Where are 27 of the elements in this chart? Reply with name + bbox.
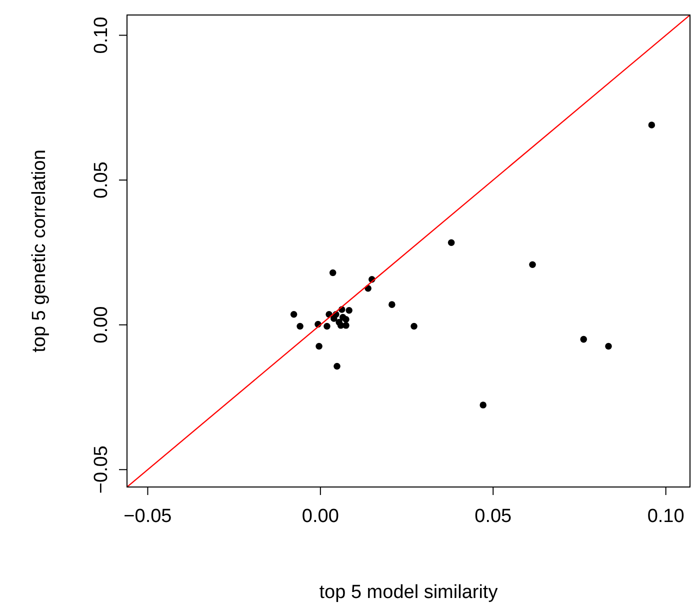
point bbox=[529, 261, 536, 268]
point bbox=[346, 306, 352, 314]
point bbox=[329, 269, 336, 276]
point bbox=[480, 402, 486, 408]
point bbox=[410, 322, 418, 330]
x-tick-label: 0.10 bbox=[647, 506, 684, 527]
point bbox=[448, 239, 455, 246]
point bbox=[324, 322, 330, 330]
x-tick-label: 0.00 bbox=[302, 506, 339, 527]
point bbox=[290, 311, 298, 318]
point bbox=[580, 336, 587, 343]
y-tick-label: −0.05 bbox=[91, 446, 112, 494]
x-tick-label: −0.05 bbox=[124, 506, 172, 527]
point bbox=[337, 322, 344, 329]
y-tick-label: 0.10 bbox=[91, 16, 112, 54]
point bbox=[334, 362, 340, 370]
x-tick-label: 0.05 bbox=[474, 506, 512, 527]
point bbox=[648, 122, 656, 128]
point bbox=[388, 301, 396, 308]
point bbox=[605, 342, 612, 350]
point bbox=[296, 322, 304, 330]
point bbox=[342, 316, 350, 323]
x-axis-title: top 5 model similarity bbox=[319, 582, 498, 603]
point bbox=[316, 342, 322, 350]
y-tick-label: 0.00 bbox=[91, 306, 112, 344]
y-axis-title: top 5 genetic correlation bbox=[29, 150, 50, 352]
y-tick-label: 0.05 bbox=[91, 162, 112, 199]
